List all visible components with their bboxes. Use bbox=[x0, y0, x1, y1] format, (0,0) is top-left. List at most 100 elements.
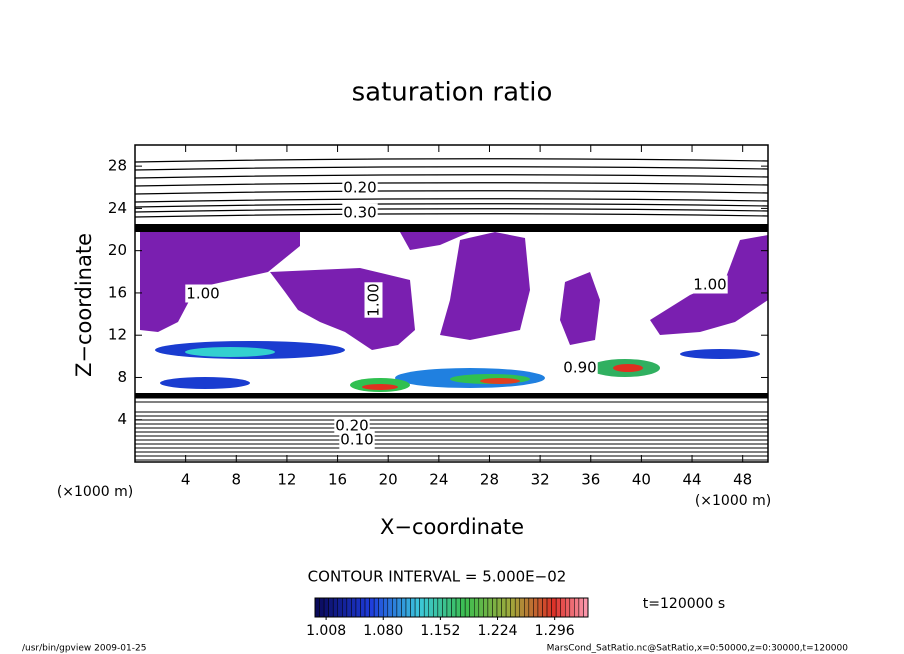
colorbar-swatch bbox=[510, 597, 516, 618]
colorbar-swatch bbox=[474, 597, 480, 618]
y-axis-label: Z−coordinate bbox=[72, 233, 96, 377]
x-tick-label: 20 bbox=[379, 471, 398, 489]
x-tick-label: 48 bbox=[733, 471, 752, 489]
contour-label-bg bbox=[342, 203, 378, 222]
region-fill bbox=[160, 377, 250, 389]
colorbar-swatch bbox=[451, 597, 457, 618]
contour-label-bg bbox=[334, 416, 370, 435]
region-fill bbox=[613, 364, 643, 372]
x-axis-label: X−coordinate bbox=[380, 515, 524, 539]
x-tick-label: 32 bbox=[531, 471, 550, 489]
colorbar-swatch bbox=[346, 597, 352, 618]
contour-label-bg bbox=[185, 284, 221, 303]
colorbar-swatch bbox=[460, 597, 466, 618]
y-tick-label: 20 bbox=[108, 241, 127, 259]
colorbar-swatch bbox=[378, 597, 384, 618]
colorbar-swatch bbox=[583, 597, 589, 618]
region-fill bbox=[185, 347, 275, 357]
colorbar-swatch bbox=[396, 597, 402, 618]
y-tick-label: 24 bbox=[108, 199, 127, 217]
contour-line bbox=[134, 166, 769, 171]
colorbar-swatch bbox=[560, 597, 566, 618]
colorbar-swatch bbox=[332, 597, 339, 618]
colorbar-swatch bbox=[483, 597, 489, 618]
colorbar-swatch bbox=[569, 597, 575, 618]
colorbar-swatch bbox=[496, 597, 502, 618]
x-tick-label: 4 bbox=[181, 471, 191, 489]
contour-line bbox=[134, 158, 769, 163]
y-tick-label: 4 bbox=[117, 410, 127, 428]
x-tick-label: 44 bbox=[682, 471, 701, 489]
colorbar-swatch bbox=[469, 597, 475, 618]
colorbar-tick-label: 1.296 bbox=[535, 623, 575, 639]
colorbar-swatch bbox=[505, 597, 511, 618]
time-label: t=120000 s bbox=[643, 596, 725, 612]
colorbar-swatch bbox=[546, 597, 552, 618]
colorbar-swatch bbox=[405, 597, 411, 618]
x-tick-label: 16 bbox=[328, 471, 347, 489]
contour-label: 0.20 bbox=[335, 417, 368, 435]
colorbar-swatch bbox=[446, 597, 452, 618]
colorbar-swatch bbox=[528, 597, 534, 618]
colorbar-swatch bbox=[542, 597, 548, 618]
colorbar-swatch bbox=[551, 597, 557, 618]
contour-line bbox=[134, 203, 769, 208]
colorbar-swatch bbox=[514, 597, 521, 618]
y-tick-label: 16 bbox=[108, 283, 127, 301]
colorbar-tick-label: 1.080 bbox=[363, 623, 403, 639]
colorbar-swatch bbox=[555, 597, 561, 618]
y-tick-label: 28 bbox=[108, 157, 127, 175]
colorbar-swatch bbox=[524, 597, 530, 618]
region-fill bbox=[362, 384, 398, 390]
region-fill bbox=[560, 272, 600, 345]
contour-label-bg bbox=[692, 275, 728, 294]
colorbar-swatch bbox=[487, 597, 493, 618]
region-fill bbox=[650, 235, 768, 335]
colorbar-swatch bbox=[387, 597, 393, 618]
colorbar-swatch bbox=[578, 597, 584, 618]
colorbar-swatch bbox=[492, 597, 498, 618]
colorbar-swatch bbox=[414, 597, 420, 618]
contour-band bbox=[135, 393, 768, 398]
chart-title: saturation ratio bbox=[352, 78, 553, 108]
y-tick-label: 12 bbox=[108, 326, 127, 344]
region-fill bbox=[680, 349, 760, 359]
colorbar-swatch bbox=[428, 597, 434, 618]
x-unit: (×1000 m) bbox=[695, 493, 771, 509]
contour-label-bg bbox=[342, 178, 378, 197]
x-tick-label: 40 bbox=[632, 471, 651, 489]
colorbar-swatch bbox=[401, 597, 407, 618]
contour-label: 1.00 bbox=[365, 283, 383, 316]
contour-label: 0.30 bbox=[343, 204, 376, 222]
colorbar-swatch bbox=[464, 597, 470, 618]
colorbar-swatch bbox=[328, 597, 334, 618]
colorbar-swatch bbox=[319, 597, 325, 618]
colorbar-swatch bbox=[392, 597, 398, 618]
contour-label: 0.10 bbox=[340, 431, 373, 449]
contour-label: 1.00 bbox=[693, 276, 726, 294]
colorbar-swatch bbox=[410, 597, 416, 618]
contour-label: 0.20 bbox=[343, 179, 376, 197]
colorbar-swatch bbox=[337, 597, 343, 618]
colorbar-swatch bbox=[433, 597, 439, 618]
colorbar-swatch bbox=[369, 597, 375, 618]
colorbar-swatch bbox=[501, 597, 507, 618]
contour-label-bg bbox=[339, 430, 375, 449]
colorbar-swatch bbox=[423, 597, 430, 618]
contour-line bbox=[134, 198, 769, 203]
contour-label: 0.90 bbox=[563, 359, 596, 377]
region-fill bbox=[440, 232, 530, 340]
contour-label-bg bbox=[562, 358, 598, 377]
colorbar-swatch bbox=[373, 597, 379, 618]
contour-line bbox=[134, 190, 769, 195]
colorbar-swatch bbox=[360, 597, 366, 618]
x-tick-label: 28 bbox=[480, 471, 499, 489]
colorbar-swatch bbox=[323, 597, 329, 618]
contour-line bbox=[134, 174, 769, 179]
plot-frame bbox=[134, 144, 769, 463]
region-fill bbox=[400, 232, 470, 250]
colorbar-swatch bbox=[455, 597, 461, 618]
colorbar-tick-label: 1.008 bbox=[306, 623, 346, 639]
colorbar-swatch bbox=[351, 597, 357, 618]
